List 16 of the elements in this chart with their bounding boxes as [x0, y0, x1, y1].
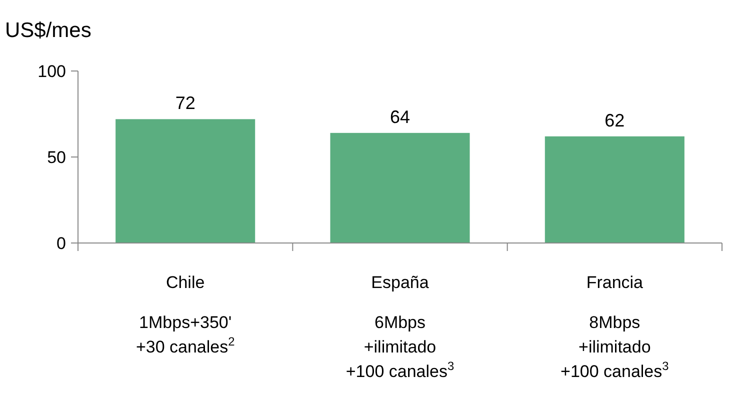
text: 8Mbps +ilimitado +100 canales$^{3}$	[560, 313, 670, 381]
data-label: 72	[175, 93, 196, 114]
x-tick-label: Francia	[586, 273, 644, 292]
data-label: 62	[604, 110, 625, 130]
y-tick-label: 50	[47, 148, 66, 167]
text: 6Mbps +ilimitado +100 canales$^{3}$	[346, 313, 454, 381]
bar	[330, 132, 470, 243]
data-label: 64	[390, 106, 410, 127]
y-tick-label: 0	[56, 234, 66, 253]
x-tick-label: Chile	[166, 273, 205, 292]
y-axis-title: US$/mes	[5, 19, 92, 42]
y-tick-label: 100	[38, 62, 66, 81]
x-tick-label: España	[371, 273, 430, 292]
text: 1Mbps+350' +30 canales$^{2}$	[136, 313, 236, 356]
bar	[116, 119, 256, 243]
bar	[544, 136, 684, 243]
